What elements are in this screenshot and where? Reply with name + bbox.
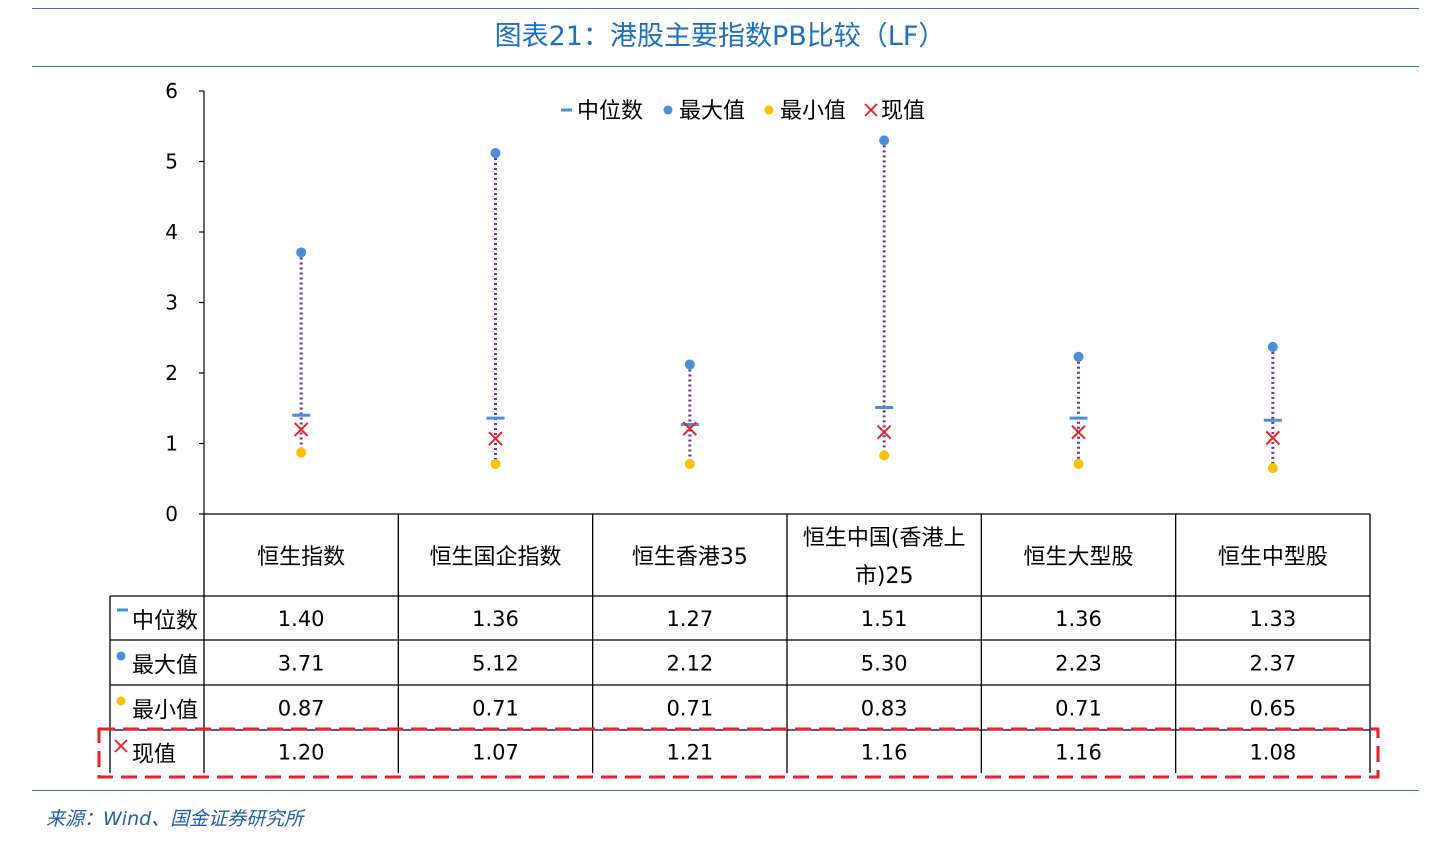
current-point [876,425,892,440]
category-label: 恒生中型股 [1218,545,1328,570]
min-point [490,458,501,469]
y-tick-label: 5 [165,150,178,174]
category-label: 恒生中国(香港上 [803,526,966,551]
value-label: 0.71 [1055,697,1102,721]
max-point [684,359,695,370]
value-label: 1.08 [1249,741,1296,765]
y-tick-label: 2 [165,361,178,385]
max-point [490,148,501,159]
value-label: 2.23 [1055,652,1102,676]
value-label: 0.71 [666,697,713,721]
value-label: 1.36 [472,607,519,631]
max-point [296,247,307,258]
legend-label: 最大值 [679,99,745,124]
legend-current-icon [864,103,878,117]
current-point [293,422,309,437]
value-label: 1.27 [666,607,713,631]
value-label: 2.37 [1249,652,1296,676]
value-label: 5.30 [861,652,908,676]
value-label: 0.83 [861,697,908,721]
max-point [879,135,890,146]
min-point [296,447,307,458]
legend-min-icon [764,105,774,115]
current-point [1071,425,1086,440]
value-label: 1.20 [278,741,325,765]
highlight-box [97,727,1380,779]
min-point [879,450,890,461]
category-label: 恒生香港35 [632,545,748,570]
min-point [684,458,695,469]
source-note: 来源：Wind、国金证券研究所 [46,808,304,830]
row-label: 最大值 [132,654,198,679]
value-label: 1.51 [861,607,908,631]
row-label: 最小值 [132,699,198,724]
value-label: 1.36 [1055,607,1102,631]
legend-label: 最小值 [780,99,846,124]
max-point [1267,341,1278,352]
row-min-icon [116,696,126,706]
y-tick-label: 6 [165,79,178,103]
footer-rule [32,790,1419,791]
row-label: 中位数 [132,609,198,634]
row-max-icon [116,651,126,661]
value-label: 1.16 [1055,741,1102,765]
value-label: 1.21 [666,741,713,765]
value-label: 3.71 [278,652,325,676]
y-tick-label: 0 [165,502,178,526]
y-tick-label: 1 [165,432,178,456]
value-label: 1.33 [1249,607,1296,631]
min-point [1267,463,1278,474]
legend-label: 中位数 [577,99,643,124]
category-label: 市)25 [855,564,914,589]
chart-title: 图表21：港股主要指数PB比较（LF） [494,21,946,52]
y-tick-label: 4 [165,220,178,244]
category-label: 恒生大型股 [1023,545,1133,570]
value-label: 2.12 [666,652,713,676]
row-current-icon [114,739,128,753]
max-point [1073,351,1084,362]
y-tick-label: 3 [165,291,178,315]
title-rule [32,66,1419,67]
category-label: 恒生指数 [257,545,345,570]
category-label: 恒生国企指数 [429,545,561,570]
top-rule [32,8,1419,9]
value-label: 0.71 [472,697,519,721]
legend-label: 现值 [881,99,925,124]
current-point [488,431,503,446]
legend-max-icon [663,105,673,115]
current-point [682,421,698,436]
value-label: 1.40 [278,607,325,631]
current-point [1265,430,1281,446]
value-label: 0.65 [1249,697,1296,721]
value-label: 1.07 [472,741,519,765]
min-point [1073,458,1084,469]
value-label: 0.87 [278,697,325,721]
value-label: 1.16 [861,741,908,765]
row-label: 现值 [132,743,176,768]
value-label: 5.12 [472,652,519,676]
